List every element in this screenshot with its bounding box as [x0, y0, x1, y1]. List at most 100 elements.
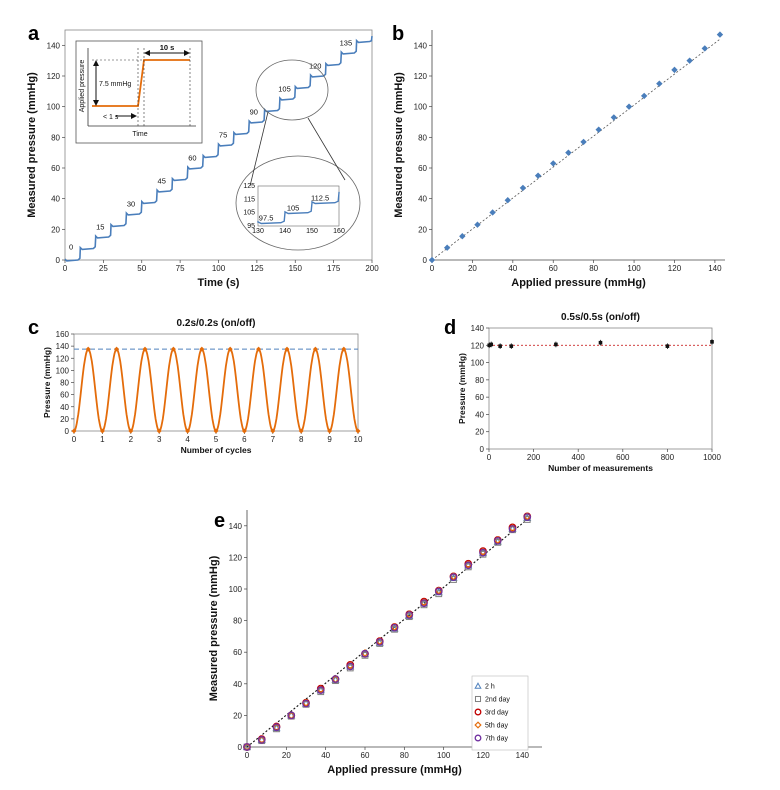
zoom-plot-frame	[257, 185, 340, 227]
data-point	[243, 743, 251, 751]
x-tick-label: 60	[361, 751, 370, 760]
zoom-source-circle	[255, 59, 329, 121]
y-tick-label: 160	[56, 330, 70, 339]
cycle-peak-marker	[85, 346, 91, 352]
x-tick-label: 9	[327, 435, 332, 444]
x-tick-label: 100	[212, 264, 226, 273]
x-tick-label: 5	[214, 435, 219, 444]
data-point	[487, 343, 492, 348]
applied-step-line	[92, 59, 190, 107]
x-tick-label: 0	[72, 435, 77, 444]
step-value-label: 45	[158, 176, 166, 185]
zoom-x-tick-label: 140	[279, 228, 291, 235]
y-tick-label: 120	[414, 72, 428, 81]
panel-e-chart: 0 20 40 60 80 100 120 140 0 20 40 60 80 100 120 140 Appl…	[208, 510, 542, 776]
step-value-label: 90	[250, 107, 258, 116]
y-axis-label: Pressure (mmHg)	[42, 347, 52, 418]
y-tick-label: 100	[414, 103, 428, 112]
x-tick-label: 400	[572, 453, 586, 462]
x-tick-label: 1000	[703, 453, 721, 462]
rise-arrowhead	[131, 113, 137, 119]
x-tick-label: 80	[589, 264, 598, 273]
cycle-min-marker	[270, 428, 276, 434]
y-tick-label: 40	[51, 195, 60, 204]
x-tick-label: 800	[661, 453, 675, 462]
data-point	[550, 160, 557, 167]
cycle-min-marker	[185, 428, 191, 434]
data-point	[493, 536, 502, 545]
x-tick-label: 7	[271, 435, 276, 444]
data-point	[498, 344, 502, 348]
cycle-min-marker	[355, 428, 361, 434]
data-point	[519, 184, 527, 192]
y-tick-label: 60	[475, 393, 484, 402]
cycle-peak-marker	[284, 346, 290, 352]
y-axis-label: Measured pressure (mmHg)	[26, 72, 38, 218]
zoom-x-tick-label: 160	[333, 228, 345, 235]
y-tick-label: 60	[233, 648, 242, 657]
x-tick-label: 40	[508, 264, 517, 273]
x-tick-label: 125	[250, 264, 264, 273]
x-tick-label: 20	[468, 264, 477, 273]
panel-label-d: d	[444, 317, 456, 339]
x-axis-label: Applied pressure (mmHg)	[327, 764, 462, 776]
x-tick-label: 120	[476, 751, 490, 760]
y-axis-label: Measured pressure (mmHg)	[393, 72, 405, 218]
zoom-y-tick-label: 115	[244, 196, 255, 203]
x-axis-label: Applied pressure (mmHg)	[511, 277, 646, 289]
y-tick-label: 140	[229, 522, 243, 531]
data-point	[625, 103, 633, 110]
data-point	[508, 525, 517, 533]
y-tick-label: 20	[233, 711, 242, 720]
duration-label: 10 s	[160, 43, 175, 52]
y-tick-label: 40	[233, 680, 242, 689]
data-point	[523, 513, 532, 521]
cycle-peak-marker	[170, 346, 176, 352]
data-point	[316, 686, 325, 694]
inset-ylabel: Applied pressure	[79, 60, 86, 113]
data-point	[701, 45, 708, 52]
cycle-peak-marker	[341, 346, 347, 352]
y-tick-label: 120	[47, 72, 61, 81]
y-tick-label: 0	[65, 427, 70, 436]
data-point	[449, 573, 458, 582]
data-point	[686, 57, 693, 64]
data-point	[443, 244, 451, 251]
y-tick-label: 0	[480, 445, 485, 454]
x-tick-label: 120	[668, 264, 682, 273]
x-tick-label: 8	[299, 435, 304, 444]
data-point	[565, 149, 572, 156]
y-tick-label: 60	[418, 164, 427, 173]
y-tick-label: 20	[418, 225, 427, 234]
data-point	[710, 340, 714, 344]
panel-label-e: e	[214, 510, 225, 532]
x-axis-label: Number of cycles	[181, 445, 252, 455]
x-tick-label: 6	[242, 435, 247, 444]
plot-frame	[488, 327, 713, 450]
y-axis-label: Measured pressure (mmHg)	[208, 555, 220, 701]
y-tick-label: 20	[475, 428, 484, 437]
step-response-series	[64, 36, 373, 262]
y-tick-label: 100	[471, 359, 485, 368]
y-axis-label: Pressure (mmHg)	[457, 353, 467, 424]
legend-marker	[474, 695, 482, 703]
x-tick-label: 2	[129, 435, 134, 444]
step-value-label: 135	[340, 38, 353, 47]
y-tick-label: 140	[56, 342, 70, 351]
data-point	[361, 649, 369, 658]
data-point	[665, 344, 670, 348]
x-tick-label: 600	[616, 453, 630, 462]
y-tick-label: 0	[238, 743, 243, 752]
cycle-min-marker	[298, 428, 304, 434]
zoom-y-tick-label: 105	[243, 210, 255, 217]
data-point	[390, 623, 399, 632]
x-tick-label: 0	[430, 264, 435, 273]
zoom-x-tick-label: 130	[252, 228, 264, 235]
data-point	[489, 209, 496, 216]
legend-entry: 2 h	[485, 684, 495, 691]
pressure-cycle-series	[73, 348, 359, 433]
x-tick-label: 200	[365, 264, 379, 273]
legend-marker	[474, 721, 482, 729]
cycle-min-marker	[156, 428, 162, 434]
